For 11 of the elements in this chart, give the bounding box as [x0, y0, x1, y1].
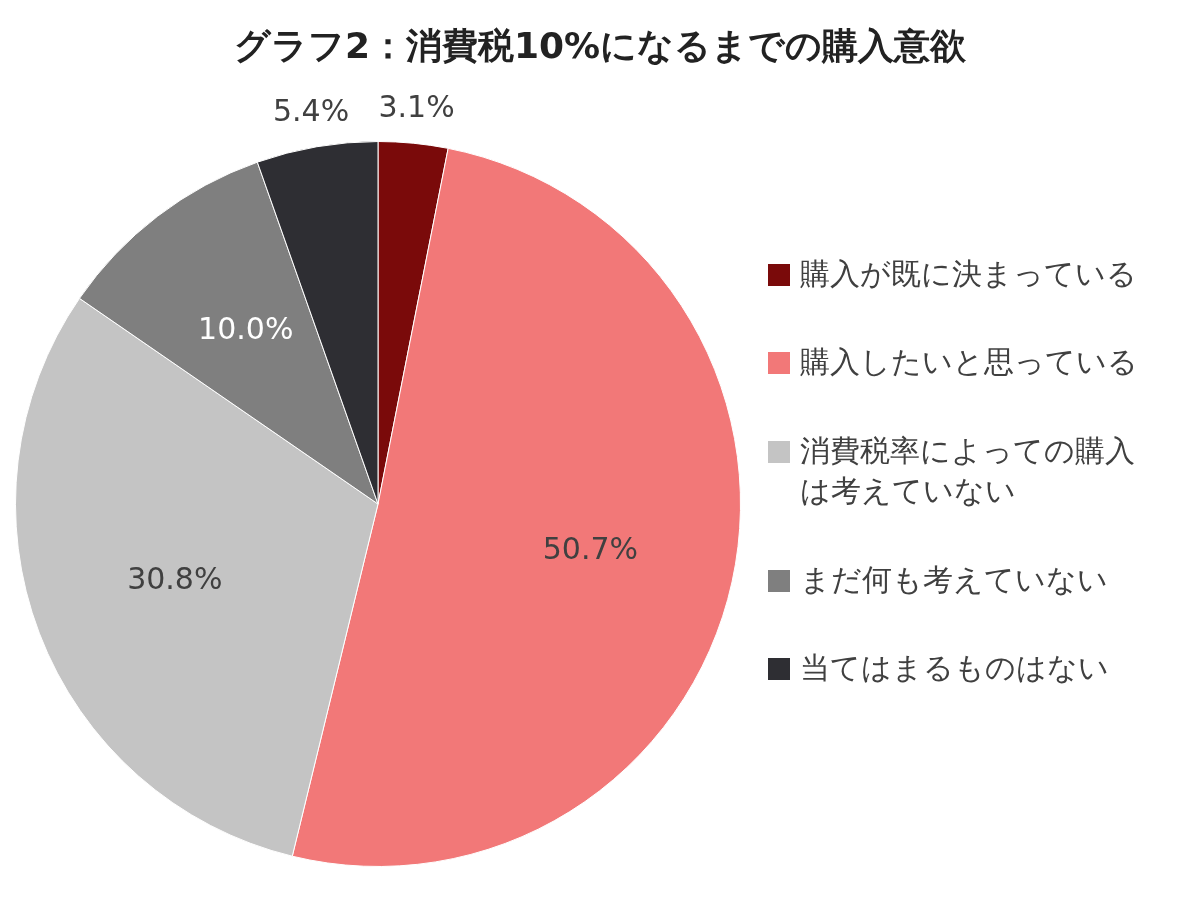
legend-label: 消費税率によっての購入は考えていない — [800, 431, 1136, 510]
data-label: 3.1% — [378, 89, 455, 125]
legend-label: 当てはまるものはない — [800, 649, 1109, 687]
legend-label: 購入したいと思っている — [800, 343, 1138, 381]
data-label: 50.7% — [542, 530, 639, 566]
legend-label: 購入が既に決まっている — [800, 254, 1137, 293]
data-label: 30.8% — [127, 561, 223, 597]
data-label: 10.0% — [198, 311, 294, 347]
chart-title: グラフ2：消費税10%になるまでの購入意欲 — [232, 24, 968, 68]
legend-label: まだ何も考えていない — [800, 560, 1108, 599]
data-label: 5.4% — [272, 92, 350, 128]
